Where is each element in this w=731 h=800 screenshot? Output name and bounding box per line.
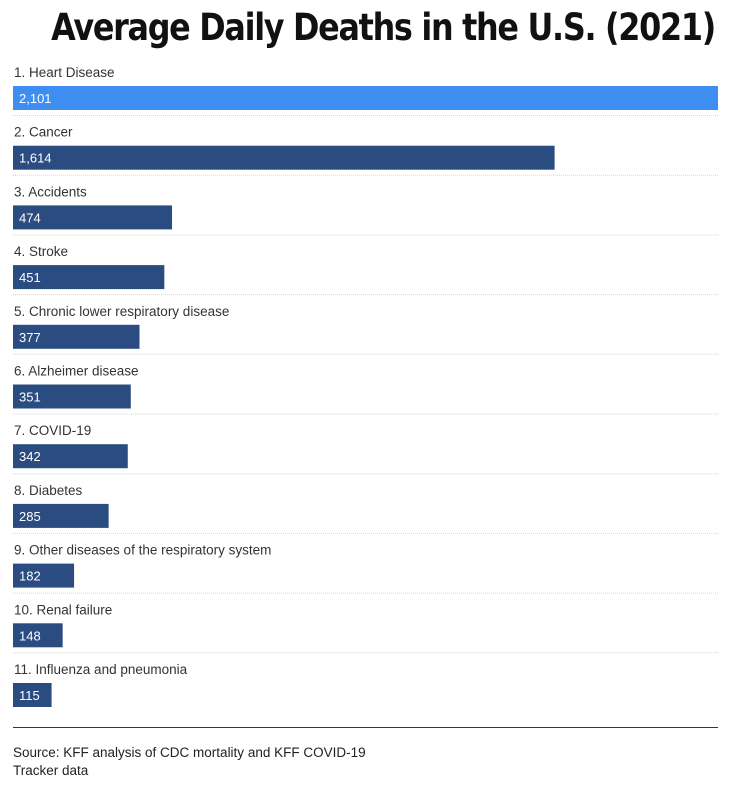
category-label: 4. Stroke — [14, 244, 68, 259]
category-label: 8. Diabetes — [14, 483, 83, 498]
bar — [13, 324, 140, 349]
data-label: 182 — [19, 569, 41, 584]
bar — [13, 145, 555, 170]
category-label: 2. Cancer — [14, 125, 73, 140]
data-label: 451 — [19, 270, 41, 285]
data-label: 148 — [19, 628, 41, 643]
category-label: 6. Alzheimer disease — [14, 364, 139, 379]
category-label: 11. Influenza and pneumonia — [14, 662, 188, 677]
data-label: 115 — [19, 688, 40, 703]
data-label: 2,101 — [19, 91, 52, 106]
bar — [13, 683, 52, 707]
bar — [13, 444, 128, 469]
data-label: 377 — [19, 330, 41, 345]
category-label: 9. Other diseases of the respiratory sys… — [14, 543, 271, 558]
data-label: 342 — [19, 449, 41, 464]
category-label: 3. Accidents — [14, 184, 87, 199]
data-label: 474 — [19, 210, 41, 225]
bar-chart: 1. Heart Disease 2,101 2. Cancer 1,614 3. Ac… — [13, 65, 718, 707]
data-label: 1,614 — [19, 151, 52, 166]
bar — [13, 623, 63, 648]
category-label: 1. Heart Disease — [14, 65, 115, 80]
data-label: 351 — [19, 390, 41, 405]
category-label: 7. COVID-19 — [14, 423, 91, 438]
data-label: 285 — [19, 509, 41, 524]
bar — [13, 563, 75, 588]
bar — [13, 205, 173, 230]
bar — [13, 384, 131, 409]
category-label: 10. Renal failure — [14, 602, 112, 617]
bar — [13, 86, 718, 110]
bar — [13, 503, 109, 528]
chart-title: Average Daily Deaths in the U.S. (2021) — [51, 6, 716, 49]
source-note: Source: KFF analysis of CDC mortality an… — [13, 745, 366, 778]
bar — [13, 265, 165, 290]
chart-bottom-rule — [13, 727, 718, 728]
category-label: 5. Chronic lower respiratory disease — [14, 304, 229, 319]
